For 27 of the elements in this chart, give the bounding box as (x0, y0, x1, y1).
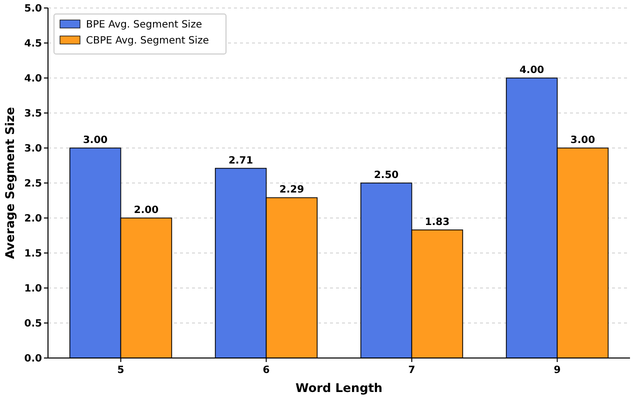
x-tick-label: 7 (408, 365, 416, 376)
y-tick-label: 0.0 (24, 354, 42, 364)
x-tick-label: 6 (262, 365, 270, 376)
y-tick-label: 2.5 (24, 178, 42, 190)
legend-label: BPE Avg. Segment Size (86, 20, 202, 30)
data-label: 2.00 (134, 205, 159, 216)
data-label: 2.71 (228, 155, 254, 166)
y-tick-label: 4.5 (24, 38, 42, 50)
data-label: 4.00 (519, 65, 544, 76)
y-tick-label: 2.0 (24, 214, 42, 224)
data-label: 3.00 (82, 135, 108, 146)
data-label: 1.83 (424, 216, 450, 228)
y-tick-label: 0.5 (24, 318, 42, 330)
data-label: 3.00 (570, 135, 596, 146)
y-axis-title: Average Segment Size (3, 106, 17, 260)
x-axis-title: Word Length (296, 381, 382, 395)
x-tick-label: 5 (117, 365, 124, 376)
x-tick-label: 9 (554, 365, 561, 376)
y-tick-label: 3.5 (24, 108, 42, 120)
y-tick-label: 3.0 (24, 144, 42, 154)
legend-label: CBPE Avg. Segment Size (86, 36, 209, 46)
y-tick-label: 1.5 (24, 248, 42, 260)
y-tick-label: 4.0 (24, 74, 42, 84)
y-tick-label: 1.0 (24, 284, 42, 294)
data-label: 2.50 (374, 170, 399, 181)
data-label: 2.29 (279, 184, 304, 196)
y-tick-label: 5.0 (24, 4, 42, 14)
